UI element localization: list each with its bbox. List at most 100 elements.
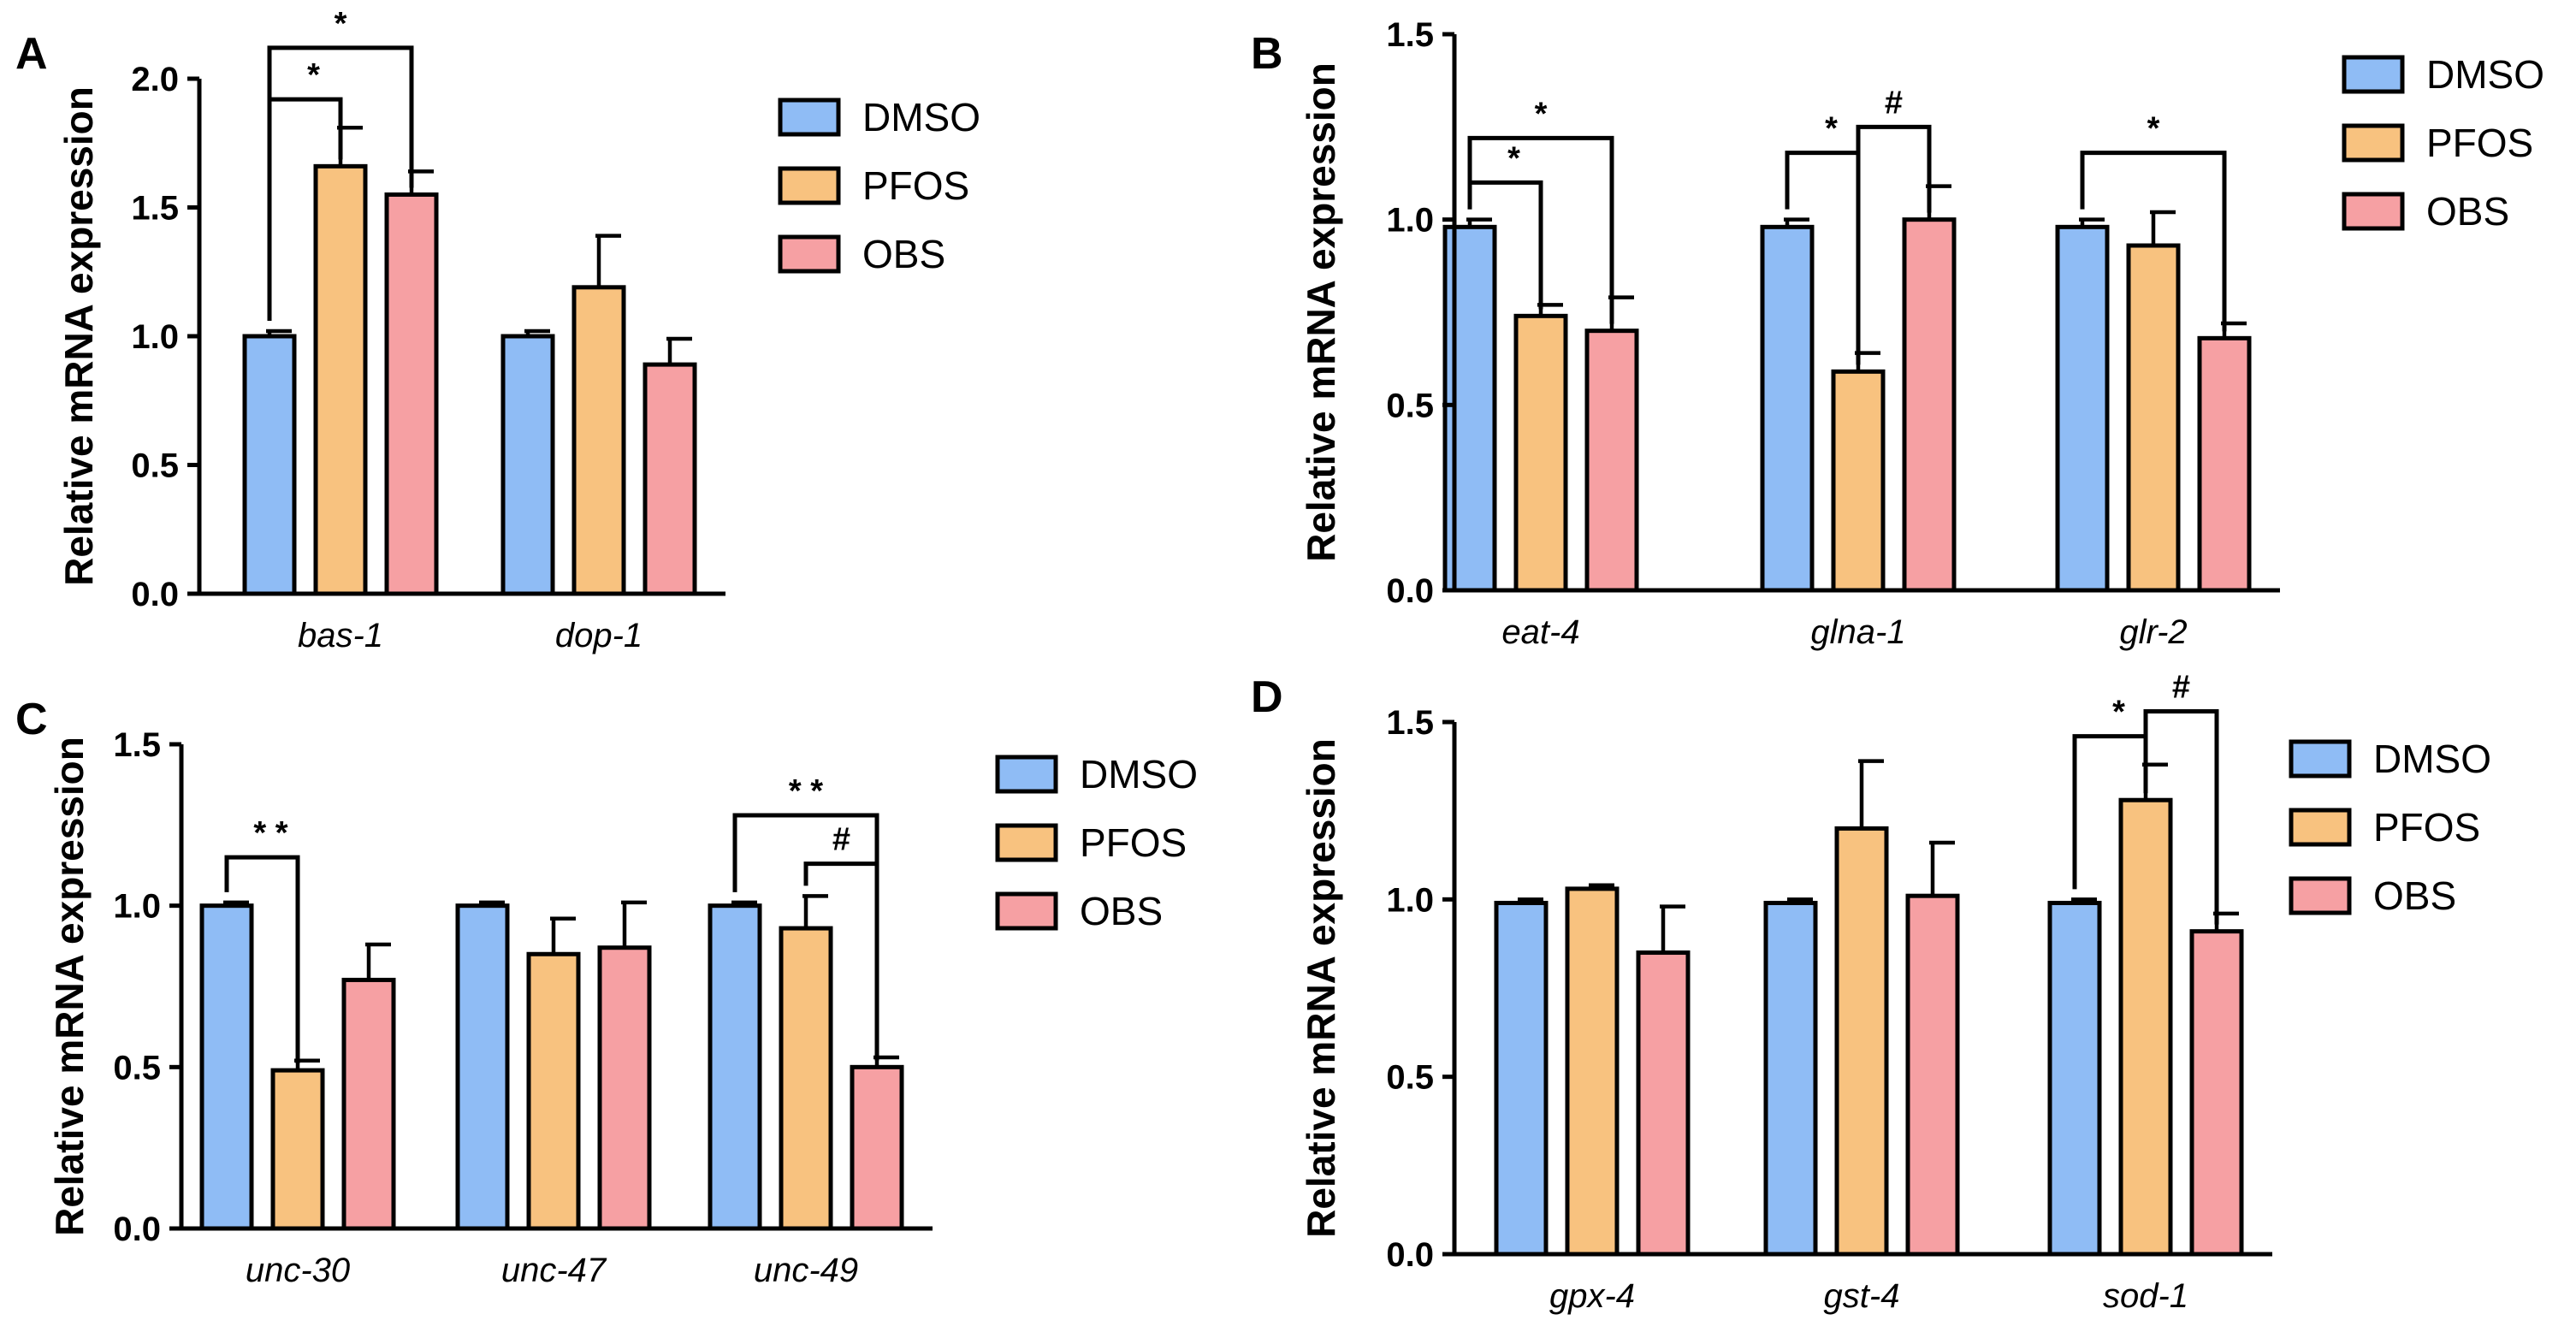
significance-bracket <box>1856 124 1932 343</box>
legend-label: DMSO <box>1080 752 1198 796</box>
bar-dmso <box>1494 900 1549 1257</box>
x-category-label: unc-30 <box>246 1252 350 1289</box>
y-tick-label: 0.0 <box>131 576 179 613</box>
legend-label: DMSO <box>862 95 980 139</box>
x-category-label: unc-49 <box>754 1252 858 1289</box>
y-tick-label: 2.0 <box>131 61 179 98</box>
legend-label: OBS <box>2426 189 2509 234</box>
bar-pfos <box>1513 313 1568 593</box>
significance-label: * <box>2112 695 2125 731</box>
significance-bracket <box>224 855 300 1064</box>
significance-label: * * <box>789 773 823 809</box>
legend-label: PFOS <box>862 163 969 208</box>
legend-label: DMSO <box>2426 52 2544 97</box>
y-tick-label: 1.5 <box>1386 704 1434 742</box>
legend-label: OBS <box>1080 889 1163 933</box>
panel-d: D Relative mRNA expression 0.0 0.5 1.0 1.5 gpx… <box>1251 670 2491 1315</box>
bar-dmso <box>455 903 510 1231</box>
significance-bracket <box>803 861 879 1061</box>
legend-swatch-dmso <box>2342 55 2405 94</box>
panel-letter: D <box>1251 672 1283 722</box>
legend-swatch-pfos <box>995 823 1058 862</box>
significance-label: * <box>1535 96 1548 132</box>
x-category-label: unc-47 <box>501 1252 607 1289</box>
bar-dmso <box>2055 224 2110 593</box>
bar-dmso <box>2047 900 2102 1257</box>
x-category-label: gst-4 <box>1824 1277 1900 1315</box>
bar-pfos <box>1565 886 1620 1257</box>
legend-swatch-pfos <box>778 166 841 205</box>
significance-bracket <box>2080 151 2227 332</box>
panel-letter: C <box>15 695 48 744</box>
panel-letter: A <box>15 29 48 79</box>
bar-pfos <box>526 951 581 1231</box>
bar-obs <box>1902 217 1957 593</box>
y-tick-label: 1.5 <box>1386 16 1434 54</box>
bar-pfos <box>779 926 833 1231</box>
y-tick-label: 1.0 <box>1386 202 1434 240</box>
significance-label: # <box>2172 670 2190 706</box>
significance-label: # <box>1885 85 1903 121</box>
bar-obs <box>2189 929 2244 1257</box>
y-tick-label: 1.0 <box>131 318 179 356</box>
bar-obs <box>384 192 439 596</box>
y-tick-label: 0.0 <box>1386 572 1434 610</box>
legend-swatch-obs <box>2342 192 2405 231</box>
significance-bracket <box>1467 135 1614 324</box>
significance-bracket <box>267 45 414 321</box>
legend-swatch-dmso <box>995 755 1058 794</box>
y-tick-label: 1.5 <box>131 190 179 228</box>
bar-obs <box>1584 329 1639 593</box>
bar-pfos <box>1831 369 1886 593</box>
legend-label: DMSO <box>2373 737 2491 781</box>
significance-label: * <box>1825 111 1838 147</box>
legend-swatch-pfos <box>2342 123 2405 163</box>
y-tick-label: 0.0 <box>113 1211 161 1248</box>
legend-swatch-obs <box>995 891 1058 931</box>
y-tick-label: 0.5 <box>113 1049 161 1086</box>
significance-bracket <box>2072 734 2148 890</box>
legend-swatch-dmso <box>778 98 841 137</box>
bar-pfos <box>571 285 626 596</box>
y-tick-label: 0.5 <box>1386 387 1434 424</box>
bar-obs <box>2197 335 2252 593</box>
legend-swatch-pfos <box>2289 808 2352 847</box>
y-axis-title: Relative mRNA expression <box>1299 738 1343 1238</box>
bar-obs <box>850 1064 904 1231</box>
x-category-label: eat-4 <box>1501 613 1579 651</box>
y-tick-label: 1.5 <box>113 726 161 764</box>
significance-label: * * <box>253 815 287 851</box>
x-category-label: sod-1 <box>2103 1277 2188 1315</box>
bar-dmso <box>500 334 555 596</box>
legend-swatch-dmso <box>2289 739 2352 779</box>
panel-letter: B <box>1251 29 1283 79</box>
x-category-label: dop-1 <box>555 617 643 654</box>
significance-bracket <box>2143 709 2219 925</box>
y-tick-label: 0.5 <box>131 447 179 485</box>
x-category-label: glr-2 <box>2119 613 2187 651</box>
legend-swatch-obs <box>2289 876 2352 915</box>
significance-label: * <box>2147 111 2160 147</box>
bar-obs <box>643 362 697 596</box>
significance-label: # <box>832 822 850 858</box>
y-tick-label: 0.5 <box>1386 1059 1434 1097</box>
bar-pfos <box>2118 797 2173 1257</box>
y-tick-label: 0.0 <box>1386 1236 1434 1274</box>
y-axis-title: Relative mRNA expression <box>56 86 101 586</box>
legend-label: PFOS <box>2426 121 2533 165</box>
significance-label: * <box>335 6 347 42</box>
significance-label: * <box>307 57 320 93</box>
bar-dmso <box>1760 224 1815 593</box>
bar-dmso <box>1763 900 1818 1257</box>
legend-label: OBS <box>2373 873 2456 918</box>
bar-obs <box>341 977 396 1231</box>
bar-obs <box>1905 893 1960 1257</box>
bar-pfos <box>1834 826 1889 1257</box>
panel-b: B Relative mRNA expression 0.0 0.5 1.0 1.5 eat… <box>1251 16 2544 651</box>
legend-label: PFOS <box>2373 805 2480 850</box>
y-tick-label: 1.0 <box>1386 881 1434 919</box>
legend-swatch-obs <box>778 234 841 274</box>
